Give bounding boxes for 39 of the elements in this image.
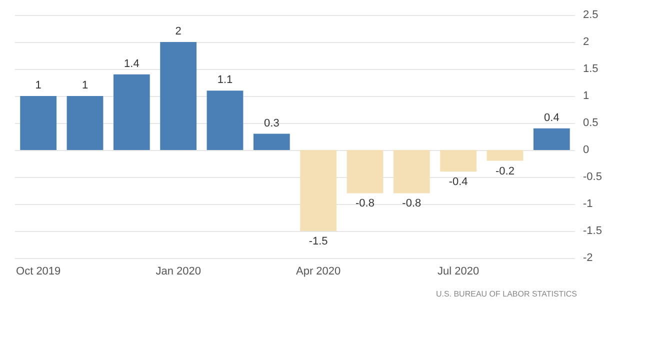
bar [440, 150, 477, 172]
data-label: 1 [35, 80, 42, 92]
data-label: -1.5 [308, 236, 328, 248]
data-label: 1.4 [124, 58, 140, 70]
x-tick-label: Oct 2019 [16, 266, 61, 278]
data-label: 1.1 [217, 74, 233, 86]
y-tick-label: 2 [583, 36, 590, 48]
data-label: 2 [175, 26, 182, 38]
bar [160, 42, 197, 150]
x-tick-label: Apr 2020 [296, 266, 341, 278]
data-label: -0.2 [496, 165, 514, 178]
bar [66, 96, 104, 150]
y-tick-label: -0.5 [583, 171, 602, 183]
y-tick-label: 0 [583, 144, 590, 156]
data-label: -0.4 [448, 176, 468, 188]
y-tick-label: 1 [583, 90, 590, 102]
y-tick-label: -1 [583, 198, 593, 210]
data-label: -0.8 [402, 198, 422, 210]
x-tick-label: Jan 2020 [156, 266, 201, 278]
data-label: 1 [82, 80, 88, 92]
bar [113, 74, 150, 150]
bar [393, 150, 430, 194]
bar [20, 96, 57, 150]
bar [346, 150, 384, 194]
data-label: 0.3 [264, 117, 280, 130]
bar [486, 150, 524, 161]
y-tick-label: 2.5 [583, 9, 598, 21]
bar [206, 90, 244, 150]
x-tick-label: Jul 2020 [438, 266, 480, 278]
text: U.S. BUREAU OF LABOR STATISTICS [436, 290, 578, 298]
bar [533, 128, 570, 150]
y-tick-label: -2 [583, 252, 593, 264]
bar [253, 134, 290, 150]
y-tick-label: 0.5 [583, 117, 598, 129]
bar [300, 150, 337, 231]
data-label: -0.8 [356, 198, 374, 210]
data-label: 0.4 [544, 112, 560, 124]
y-tick-label: -1.5 [583, 225, 602, 237]
y-tick-label: 1.5 [583, 63, 598, 75]
